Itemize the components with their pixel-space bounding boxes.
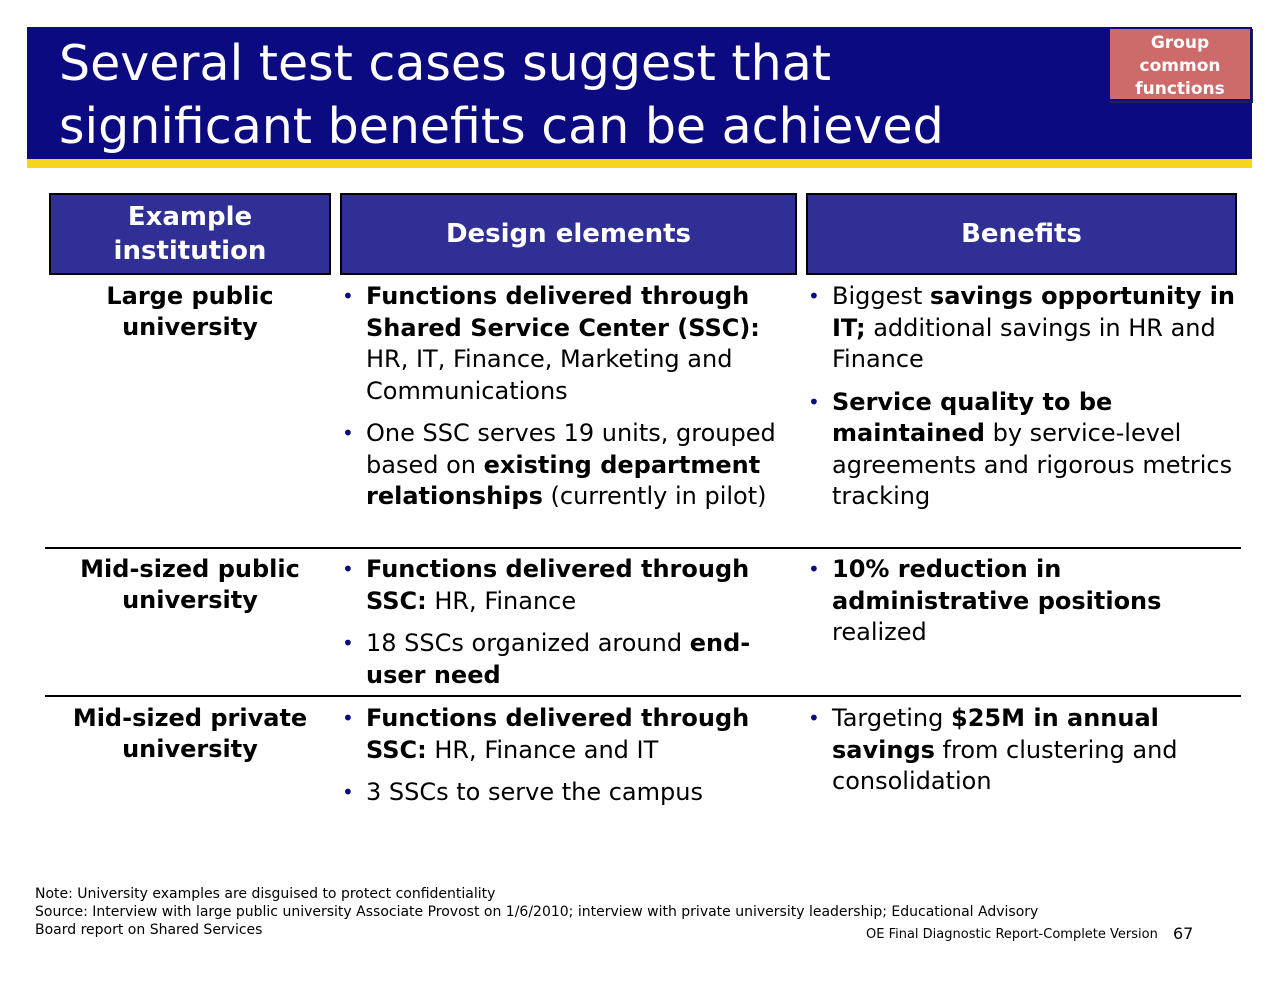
institution-mid-sized-private: Mid-sized private university <box>72 704 308 763</box>
bullet-text: 18 SSCs organized around <box>366 629 690 657</box>
bullet-item: • Functions delivered through SSC: HR, Fi… <box>340 554 798 617</box>
bullet-icon: • <box>808 557 820 581</box>
row-divider <box>45 695 1241 697</box>
report-name: OE Final Diagnostic Report-Complete Vers… <box>866 927 1158 942</box>
bullet-text: HR, IT, Finance, Marketing and Communica… <box>366 345 733 405</box>
bullet-item: • Service quality to be maintained by ser… <box>806 387 1238 513</box>
design-elements-cell: • Functions delivered through SSC: HR, Fi… <box>340 703 798 820</box>
header-label: Benefits <box>961 219 1082 249</box>
footnote-source: Source: Interview with large public univ… <box>35 904 1039 938</box>
bullet-item: • Functions delivered through Shared Serv… <box>340 281 798 407</box>
bullet-item: • 18 SSCs organized around end-user need <box>340 628 798 691</box>
footnote-note: Note: University examples are disguised … <box>35 886 496 902</box>
bullet-icon: • <box>342 631 354 655</box>
design-elements-cell: • Functions delivered through Shared Serv… <box>340 281 798 524</box>
bullet-text: by service-level agreements and rigorous… <box>832 419 1233 510</box>
row-divider <box>45 547 1241 549</box>
header-example-institution: Example institution <box>49 193 331 275</box>
tag-line-1: Group <box>1150 33 1210 53</box>
group-common-functions-tag: Group common functions <box>1108 27 1252 101</box>
bullet-text: HR, Finance and IT <box>426 735 659 764</box>
bullet-item: • 10% reduction in administrative positio… <box>806 554 1238 649</box>
bullet-text: Biggest <box>832 282 930 310</box>
bullet-item: • Functions delivered through SSC: HR, Fi… <box>340 703 798 766</box>
slide-title: Several test cases suggest that signific… <box>59 35 944 155</box>
bullet-text-bold: 10% reduction in administrative position… <box>832 555 1162 615</box>
benefits-cell: • Biggest savings opportunity in IT; addi… <box>806 281 1238 524</box>
bullet-text-bold: existing department relationships <box>366 450 761 511</box>
bullet-text: (currently in pilot) <box>542 482 767 510</box>
bullet-text-bold: end-user need <box>366 629 751 689</box>
header-label: Example institution <box>113 202 267 266</box>
bullet-item: • Targeting $25M in annual savings from c… <box>806 703 1238 798</box>
bullet-item: • One SSC serves 19 units, grouped based … <box>340 418 798 513</box>
benefits-cell: • Targeting $25M in annual savings from c… <box>806 703 1238 809</box>
bullet-text: additional savings in HR and Finance <box>832 313 1216 374</box>
bullet-text-bold: Functions delivered through SSC: <box>366 704 750 764</box>
header-benefits: Benefits <box>806 193 1237 275</box>
bullet-icon: • <box>342 780 354 804</box>
bullet-icon: • <box>342 284 354 308</box>
header-design-elements: Design elements <box>340 193 797 275</box>
bullet-item: • 3 SSCs to serve the campus <box>340 777 798 809</box>
bullet-icon: • <box>808 389 820 414</box>
bullet-icon: • <box>342 557 354 581</box>
page-number: 67 <box>1173 924 1194 943</box>
tag-line-3: functions <box>1135 79 1225 99</box>
title-accent-stripe <box>27 159 1252 168</box>
bullet-text: HR, Finance <box>426 586 577 615</box>
benefits-cell: • 10% reduction in administrative positio… <box>806 554 1238 660</box>
bullet-text: from clustering and consolidation <box>832 735 1178 796</box>
bullet-text: Targeting <box>832 704 951 732</box>
bullet-text-bold: Functions delivered through SSC: <box>366 555 750 615</box>
bullet-text-bold: savings opportunity in IT; <box>832 282 1236 342</box>
bullet-icon: • <box>808 284 820 308</box>
bullet-text: 3 SSCs to serve the campus <box>366 778 703 806</box>
bullet-text: One SSC serves 19 units, grouped based o… <box>366 419 776 479</box>
bullet-text-bold: $25M in annual savings <box>832 704 1159 764</box>
bullet-icon: • <box>342 421 354 445</box>
bullet-text-bold: Service quality to be maintained <box>832 387 1113 448</box>
bullet-text: realized <box>832 618 927 646</box>
institution-mid-sized-public: Mid-sized public university <box>80 555 300 614</box>
title-bar <box>27 27 1252 159</box>
institution-large-public: Large public university <box>106 282 274 341</box>
bullet-text-bold: Functions delivered through Shared Servi… <box>366 282 760 342</box>
header-label: Design elements <box>445 219 692 249</box>
tag-line-2: common <box>1139 56 1221 76</box>
bullet-item: • Biggest savings opportunity in IT; addi… <box>806 281 1238 376</box>
design-elements-cell: • Functions delivered through SSC: HR, Fi… <box>340 554 798 702</box>
bullet-icon: • <box>808 706 820 730</box>
bullet-icon: • <box>342 706 354 730</box>
